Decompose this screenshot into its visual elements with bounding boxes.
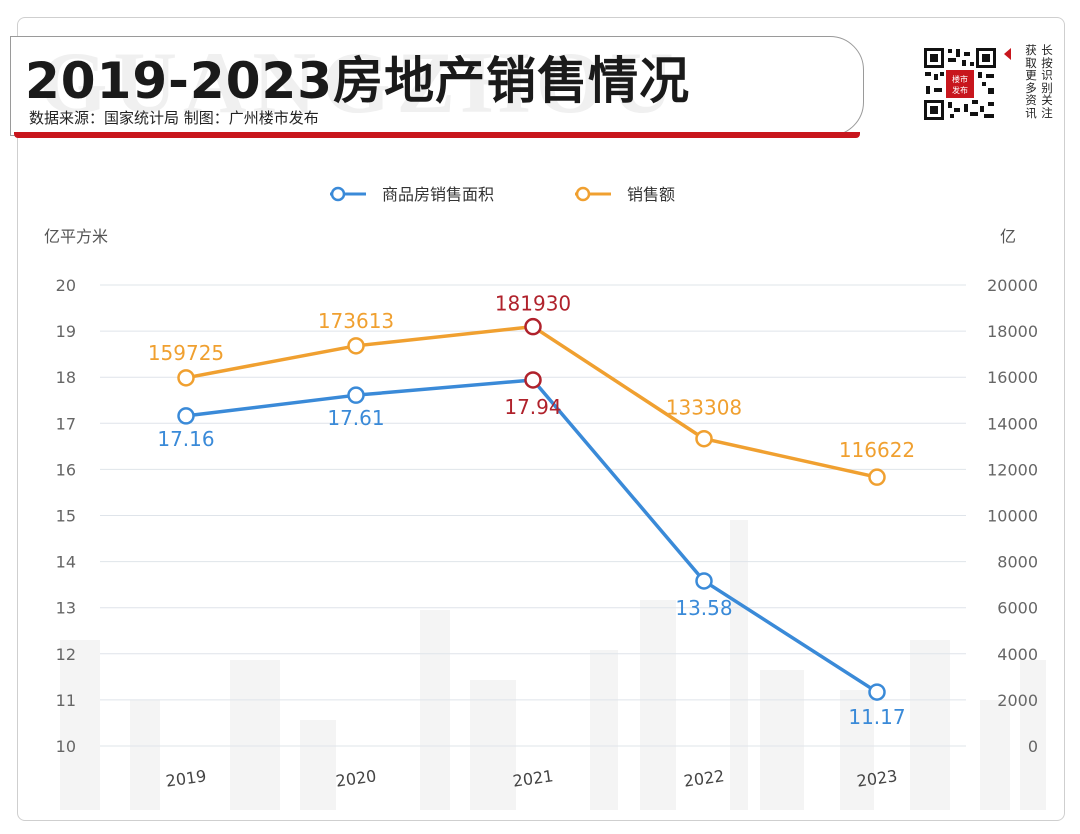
source-line: 数据来源：国家统计局 制图：广州楼市发布 [29,109,319,127]
right-axis-label: 亿 [1000,227,1016,246]
left-axis-ticks: 10 11 12 13 14 15 16 17 18 19 20 [56,276,76,756]
area-data-label: 17.16 [157,427,214,451]
sales-point[interactable] [347,337,365,355]
left-tick-label: 11 [56,691,76,710]
left-tick-label: 18 [56,368,76,387]
qr-caption-char: 识 [1041,68,1053,82]
qr-caption-char: 多 [1025,80,1037,95]
x-tick-label: 2019 [165,766,208,790]
skyline-building [1020,660,1046,810]
x-tick-label: 2021 [512,766,555,790]
right-tick-label: 6000 [997,599,1038,618]
skyline-building [420,610,450,810]
page-title: 2019-2023房地产销售情况 [25,52,691,110]
area-data-label: 17.94 [504,395,561,419]
left-tick-label: 16 [56,460,76,479]
area-series-line [185,378,878,694]
area-point[interactable] [177,407,195,425]
right-tick-label: 20000 [987,276,1038,295]
skyline-building [730,520,748,810]
right-tick-label: 0 [1028,737,1038,756]
sales-point[interactable] [695,429,713,448]
left-tick-label: 17 [56,414,76,433]
left-tick-label: 20 [56,276,76,295]
legend-marker [330,186,346,202]
left-tick-label: 13 [56,599,76,618]
left-tick-label: 10 [56,737,76,756]
qr-caption-char: 按 [1041,55,1053,70]
right-tick-label: 16000 [987,368,1038,387]
left-axis-label: 亿平方米 [44,227,108,246]
area-point[interactable] [524,371,542,389]
series-layer: 17.16 17.61 17.94 13.58 11.17 159725 173613 181… [148,292,915,729]
area-point[interactable] [695,572,713,590]
qr-caption-char: 更 [1025,68,1037,82]
qr-badge-bottom: 发布 [952,85,968,95]
legend-label: 销售额 [627,185,675,204]
x-tick-label: 2022 [683,766,726,790]
qr-caption-char: 资 [1025,93,1037,107]
title-watermark: GUANGZHOU [39,36,680,132]
qr-caption-char: 注 [1041,105,1053,120]
sales-data-label: 173613 [318,309,394,333]
right-tick-label: 8000 [997,553,1038,572]
area-data-label: 13.58 [675,596,732,620]
qr-badge-top: 楼市 [952,74,968,84]
sales-data-label: 133308 [666,396,742,420]
title-underline [14,132,860,138]
qr-caption-col-2: 获取更多资讯 [1024,44,1038,119]
sales-data-label: 116622 [839,438,915,462]
right-axis-ticks: 0 2000 4000 6000 8000 10000 12000 14000 16000 180… [987,276,1038,756]
legend-label: 商品房销售面积 [382,185,494,204]
skyline-building [640,600,676,810]
right-tick-label: 10000 [987,507,1038,526]
qr-caption-char: 长 [1041,43,1053,57]
skyline-building [230,660,280,810]
title-banner: GUANGZHOU 2019-2023房地产销售情况 数据来源：国家统计局 制图… [10,36,864,136]
sales-point[interactable] [177,369,195,387]
skyline-building [980,700,1010,810]
sales-point[interactable] [524,317,542,336]
area-point[interactable] [347,386,365,404]
qr-caption-col-1: 长按识别关注 [1040,44,1054,119]
skyline-building [760,670,804,810]
left-tick-label: 12 [56,645,76,664]
qr-caption-char: 取 [1025,55,1037,70]
sales-data-label: 181930 [495,292,571,316]
qr-caption-char: 别 [1041,80,1053,95]
skyline-building [470,680,516,810]
sales-point[interactable] [868,468,886,486]
sales-data-label: 159725 [148,341,224,365]
city-skyline-watermark [60,520,1046,810]
skyline-building [840,690,874,810]
qr-code-icon[interactable]: 楼市 发布 [922,46,998,122]
right-tick-label: 4000 [997,645,1038,664]
area-data-label: 11.17 [848,705,905,729]
legend-marker [575,186,591,202]
skyline-building [130,700,160,810]
skyline-building [590,650,618,810]
skyline-building [60,640,100,810]
left-tick-label: 15 [56,507,76,526]
left-tick-label: 14 [56,553,76,572]
area-data-label: 17.61 [327,406,384,430]
right-tick-label: 12000 [987,460,1038,479]
left-tick-label: 19 [56,322,76,341]
area-point[interactable] [868,683,886,701]
legend: 商品房销售面积 销售额 [330,185,675,204]
qr-caption-char: 讯 [1025,105,1037,120]
gridlines [100,284,966,747]
qr-caption-char: 关 [1041,93,1053,107]
qr-pointer-icon [1004,48,1011,60]
skyline-building [300,720,336,810]
skyline-building [910,640,950,810]
x-tick-label: 2020 [335,766,378,790]
right-tick-label: 2000 [997,691,1038,710]
right-tick-label: 14000 [987,414,1038,433]
right-tick-label: 18000 [987,322,1038,341]
qr-caption-char: 获 [1025,43,1037,57]
qr-caption: 长按识别关注 获取更多资讯 [1006,44,1054,119]
